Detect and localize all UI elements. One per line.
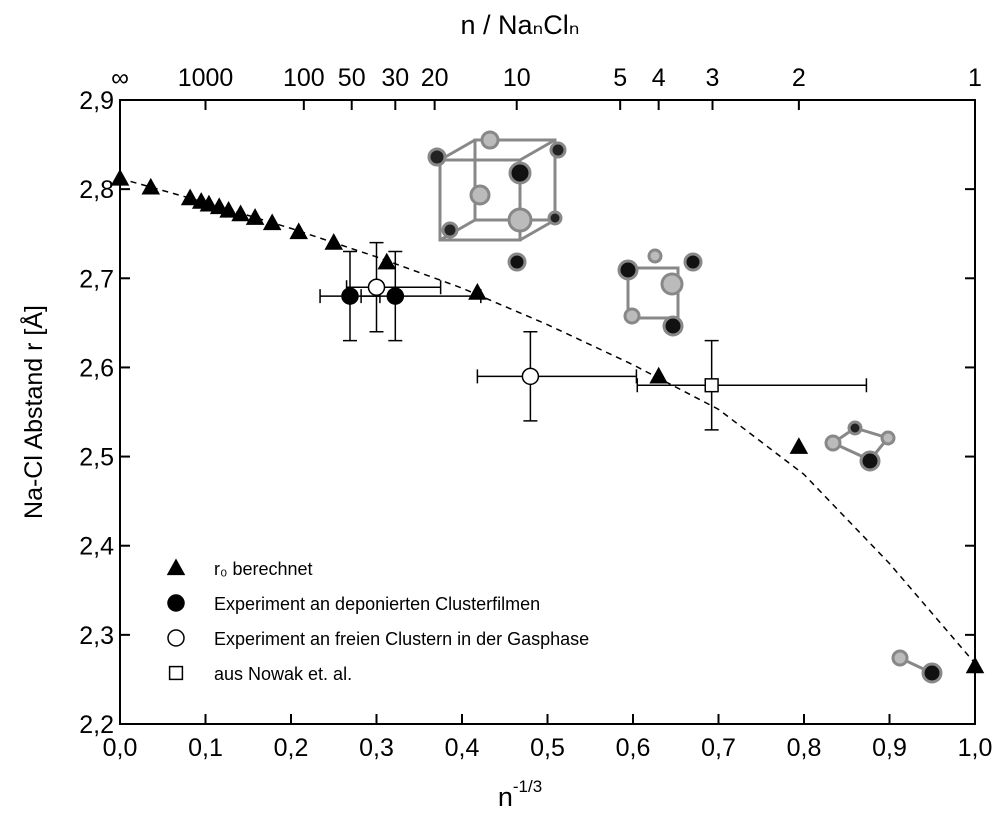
- x-axis-title-base: n: [498, 782, 513, 812]
- x2-tick-label: 1000: [178, 64, 234, 92]
- x-error-bar: [476, 369, 638, 384]
- x2-tick-label: 1: [968, 64, 982, 92]
- x2-tick-label: 5: [613, 64, 627, 92]
- legend-label: Experiment an freien Clustern in der Gas…: [214, 629, 589, 649]
- x-tick-label: 0,8: [787, 734, 822, 762]
- x-tick-label: 1,0: [958, 734, 993, 762]
- legend-marker: [168, 665, 184, 681]
- small-cube-cluster: [617, 248, 703, 337]
- legend-label: r₀ berechnet: [214, 559, 313, 579]
- y-tick-label: 2,8: [79, 176, 114, 204]
- cube-cluster: [427, 130, 567, 272]
- triangle-marker: [180, 188, 200, 206]
- y-tick-label: 2,4: [79, 533, 114, 561]
- molecule-illustrations: [427, 130, 943, 684]
- x-error-bar: [360, 289, 482, 304]
- dimer: [891, 649, 943, 684]
- square-marker: [704, 378, 719, 393]
- y-tick-label: 2,5: [79, 444, 114, 472]
- x2-tick-label: ∞: [111, 64, 129, 92]
- circle-marker: [386, 287, 405, 305]
- triangle-marker: [262, 213, 282, 231]
- triangle-marker: [377, 252, 397, 270]
- triangle-marker: [141, 177, 161, 195]
- x2-tick-label: 10: [503, 64, 531, 92]
- triangle-marker: [219, 200, 238, 218]
- x-tick-label: 0,5: [530, 734, 565, 762]
- x-tick-label: 0,2: [274, 734, 309, 762]
- x-tick-label: 0,9: [872, 734, 907, 762]
- legend-marker: [166, 558, 186, 576]
- x2-tick-label: 2: [792, 64, 806, 92]
- top-axis-title: n / NaₙClₙ: [460, 10, 579, 40]
- y-tick-label: 2,7: [79, 265, 114, 293]
- triangle-marker: [199, 194, 219, 212]
- x-axis-title: n-1/3: [498, 777, 542, 812]
- fit-curve: [119, 177, 976, 664]
- x2-tick-label: 30: [381, 64, 409, 92]
- x2-tick-label: 50: [338, 64, 366, 92]
- triangle-marker: [965, 656, 985, 674]
- legend-marker: [167, 629, 185, 647]
- triangle-marker: [324, 233, 344, 250]
- x-tick-label: 0,6: [616, 734, 651, 762]
- triangle-marker: [110, 168, 130, 186]
- x2-tick-label: 20: [421, 64, 449, 92]
- x-tick-label: 0,3: [359, 734, 394, 762]
- x2-tick-label: 100: [283, 64, 325, 92]
- y-tick-label: 2,9: [79, 87, 114, 115]
- x-tick-label: 0,7: [701, 734, 736, 762]
- x-axis-title-sup: -1/3: [513, 777, 542, 796]
- x-tick-label: 0,0: [103, 734, 138, 762]
- x-error-bar: [636, 378, 868, 393]
- circle-marker: [367, 278, 386, 296]
- y-tick-label: 2,2: [79, 711, 114, 739]
- x-tick-label: 0,4: [445, 734, 480, 762]
- legend-label: Experiment an deponierten Clusterfilmen: [214, 594, 540, 614]
- x-error-bar: [345, 280, 442, 295]
- y-tick-label: 2,3: [79, 622, 114, 650]
- triangle-marker: [231, 204, 250, 222]
- ring-cluster: [824, 420, 896, 472]
- triangle-marker: [289, 222, 308, 240]
- triangle-marker: [209, 197, 229, 215]
- x2-tick-label: 4: [652, 64, 666, 92]
- legend-marker: [167, 594, 185, 612]
- legend-label: aus Nowak et. al.: [214, 664, 352, 684]
- circle-marker: [521, 367, 540, 386]
- circle-marker: [341, 287, 359, 305]
- y-axis-title: Na-Cl Abstand r [Å]: [18, 305, 48, 519]
- triangle-marker: [245, 208, 265, 225]
- y-tick-label: 2,6: [79, 354, 114, 382]
- x2-tick-label: 3: [706, 64, 720, 92]
- triangle-marker: [789, 437, 809, 454]
- x-tick-label: 0,1: [188, 734, 223, 762]
- triangle-marker: [649, 366, 668, 384]
